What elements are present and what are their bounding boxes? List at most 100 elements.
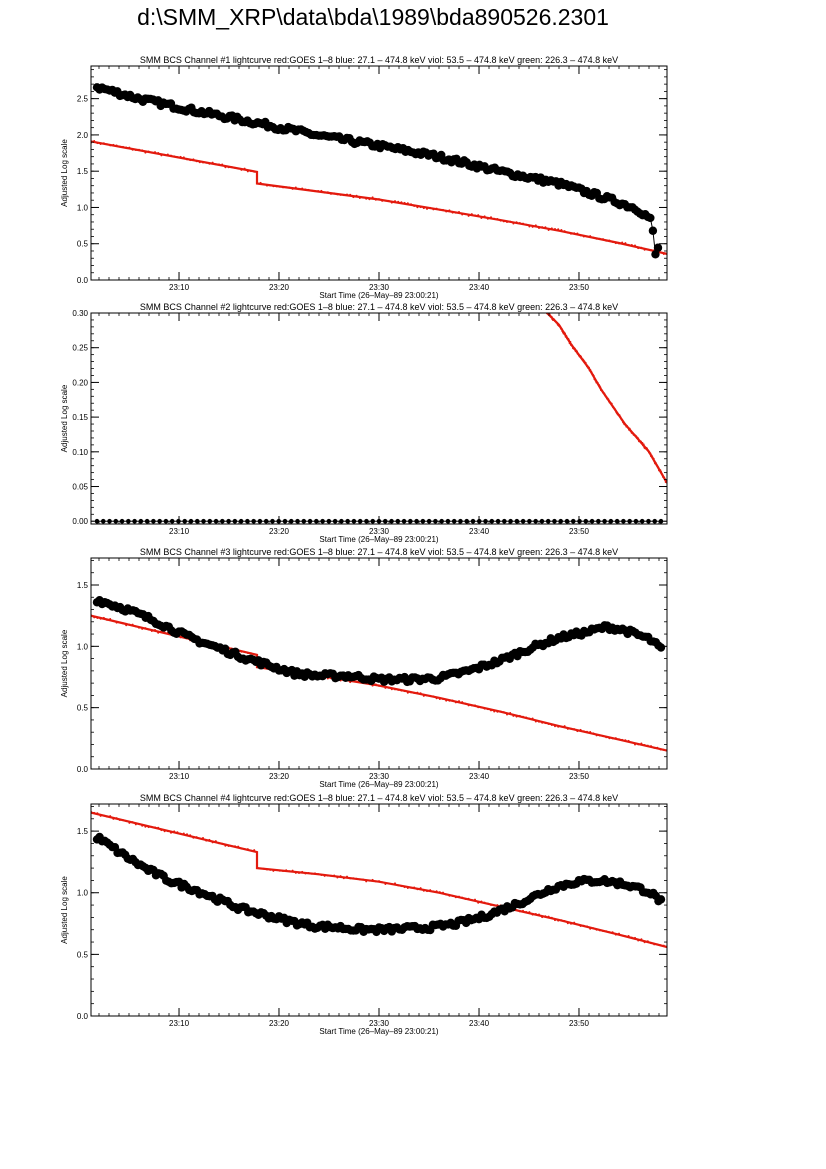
goes-noise-point — [605, 930, 607, 932]
goes-noise-point — [352, 196, 354, 198]
plot-area — [90, 596, 667, 751]
goes-noise-point — [196, 836, 198, 838]
goes-noise-point — [631, 937, 633, 939]
y-tick-label: 0.5 — [77, 950, 89, 959]
goes-noise-point — [378, 685, 380, 687]
goes-noise-point — [500, 710, 502, 712]
goes-noise-point — [653, 747, 655, 749]
goes-noise-point — [461, 214, 463, 216]
goes-noise-point — [218, 163, 220, 165]
goes-noise-point — [119, 622, 121, 624]
goes-noise-point — [138, 823, 140, 825]
goes-noise-point — [448, 700, 450, 702]
goes-noise-point — [397, 884, 399, 886]
goes-noise-point — [544, 915, 546, 917]
goes-noise-point — [330, 193, 332, 195]
goes-noise-point — [448, 209, 450, 211]
chart-title: SMM BCS Channel #2 lightcurve red:GOES 1… — [140, 302, 618, 312]
goes-noise-point — [215, 840, 217, 842]
x-tick-label: 23:20 — [269, 283, 290, 292]
plot-area — [90, 83, 667, 258]
goes-noise-point — [657, 467, 659, 469]
goes-noise-point — [535, 224, 537, 226]
goes-noise-point — [205, 162, 207, 164]
goes-noise-point — [346, 876, 348, 878]
goes-noise-point — [224, 166, 226, 168]
goes-noise-point — [660, 944, 662, 946]
chart-title: SMM BCS Channel #4 lightcurve red:GOES 1… — [140, 793, 618, 803]
y-tick-label: 1.0 — [77, 889, 89, 898]
goes-noise-point — [234, 845, 236, 847]
goes-noise-point — [279, 870, 281, 872]
goes-noise-point — [180, 833, 182, 835]
goes-noise-point — [400, 690, 402, 692]
goes-noise-point — [180, 156, 182, 158]
goes-noise-point — [413, 205, 415, 207]
goes-noise-point — [586, 236, 588, 238]
goes-noise-point — [493, 218, 495, 220]
goes-noise-point — [538, 227, 540, 229]
goes-noise-point — [404, 690, 406, 692]
goes-noise-point — [471, 899, 473, 901]
goes-noise-point — [439, 698, 441, 700]
goes-noise-point — [148, 151, 150, 153]
x-tick-label: 23:10 — [169, 283, 190, 292]
goes-noise-point — [292, 870, 294, 872]
goes-noise-point — [564, 725, 566, 727]
goes-noise-point — [554, 919, 556, 921]
goes-noise-point — [112, 818, 114, 820]
goes-noise-point — [649, 452, 651, 454]
goes-noise-point — [551, 724, 553, 726]
goes-noise-point — [116, 817, 118, 819]
goes-noise-point — [160, 154, 162, 156]
goes-noise-point — [228, 845, 230, 847]
x-tick-label: 23:40 — [469, 527, 490, 536]
goes-noise-point — [576, 351, 578, 353]
plot-frame — [91, 804, 667, 1016]
goes-noise-point — [464, 703, 466, 705]
goes-noise-point — [394, 688, 396, 690]
goes-noise-point — [407, 887, 409, 889]
goes-noise-point — [506, 221, 508, 223]
x-axis-label: Start Time (26–May–89 23:00:21) — [319, 780, 439, 789]
goes-noise-point — [375, 683, 377, 685]
goes-noise-point — [585, 363, 587, 365]
goes-noise-point — [593, 375, 595, 377]
goes-noise-point — [480, 900, 482, 902]
goes-noise-point — [589, 235, 591, 237]
y-tick-label: 0.0 — [77, 1012, 89, 1021]
goes-noise-point — [106, 816, 108, 818]
goes-noise-point — [164, 632, 166, 634]
x-axis-label: Start Time (26–May–89 23:00:21) — [319, 535, 439, 544]
goes-noise-point — [503, 220, 505, 222]
goes-noise-point — [384, 687, 386, 689]
bcs-data-point — [657, 895, 665, 903]
x-tick-label: 23:50 — [569, 283, 590, 292]
goes-noise-point — [487, 218, 489, 220]
goes-noise-point — [554, 725, 556, 727]
goes-noise-point — [452, 212, 454, 214]
goes-noise-point — [100, 143, 102, 145]
goes-noise-point — [570, 728, 572, 730]
goes-noise-point — [362, 879, 364, 881]
chart-title: SMM BCS Channel #3 lightcurve red:GOES 1… — [140, 547, 618, 557]
goes-noise-point — [439, 891, 441, 893]
goes-noise-point — [106, 143, 108, 145]
goes-noise-point — [103, 142, 105, 144]
chart-title: SMM BCS Channel #1 lightcurve red:GOES 1… — [140, 55, 618, 65]
goes-noise-point — [612, 931, 614, 933]
goes-noise-point — [592, 237, 594, 239]
goes-noise-point — [151, 152, 153, 154]
goes-noise-point — [551, 917, 553, 919]
goes-noise-point — [618, 933, 620, 935]
goes-noise-point — [586, 925, 588, 927]
x-tick-label: 23:40 — [469, 772, 490, 781]
y-tick-label: 0.5 — [77, 704, 89, 713]
x-tick-label: 23:10 — [169, 1019, 190, 1028]
goes-noise-point — [122, 819, 124, 821]
x-tick-label: 23:20 — [269, 1019, 290, 1028]
goes-noise-point — [644, 744, 646, 746]
goes-noise-point — [634, 743, 636, 745]
plot-frame — [91, 558, 667, 769]
goes-noise-point — [611, 403, 613, 405]
